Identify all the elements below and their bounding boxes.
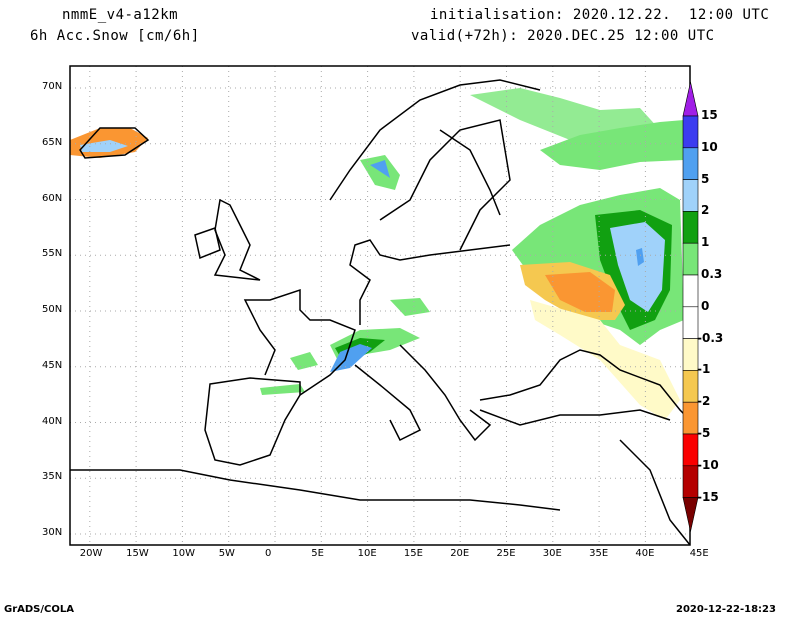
colorbar-label: 15 [701,108,718,122]
colorbar-label: 2 [701,203,710,218]
colorbar-swatch [682,370,699,403]
colorbar-label: 10 [701,139,718,154]
valid-time: valid(+72h): 2020.DEC.25 12:00 UTC [411,28,715,44]
model-name: nmmE_v4-a12km [62,7,179,23]
colorbar-swatch [682,211,699,244]
colorbar-swatch [682,338,699,371]
lat-tick-label: 45N [42,359,63,371]
lat-tick-label: 50N [42,304,63,315]
lat-tick-label: 55N [42,248,63,260]
colorbar-swatch [682,497,699,532]
lon-tick-label: 20W [79,548,103,559]
lon-tick-label: 35E [589,548,609,559]
colorbar-swatch [682,179,699,212]
lon-tick-label: 10E [357,548,377,559]
lon-tick-label: 5E [311,548,324,559]
colorbar-swatch [682,115,699,149]
colorbar-swatch [682,465,699,498]
colorbar-swatch [682,242,699,276]
coastlines [70,79,691,546]
lon-tick-label: 25E [496,548,516,559]
colorbar-label: 5 [701,171,710,186]
lon-tick-label: 5W [218,548,235,559]
colorbar-label: 0.3 [701,267,723,281]
lat-tick-label: 40N [42,415,63,427]
colorbar-label: 0 [701,298,710,313]
colorbar-label: -15 [697,489,719,504]
colorbar-swatch [682,306,699,339]
lon-tick-label: 40E [635,548,655,559]
colorbar [682,81,699,532]
lat-tick-label: 35N [42,471,63,483]
lon-tick-label: 15W [126,548,149,559]
variable-title: 6h Acc.Snow [cm/6h] [30,28,200,44]
colorbar-label: -10 [697,457,719,472]
lat-tick-label: 70N [42,81,63,92]
lon-tick-label: 15E [403,548,423,559]
colorbar-swatch [682,81,699,117]
colorbar-label: -2 [697,394,711,409]
snow-field [70,88,684,420]
colorbar-swatch [682,401,699,435]
lat-tick-label: 30N [42,527,63,538]
colorbar-swatch [682,274,699,308]
lon-tick-label: 20E [450,548,470,559]
colorbar-swatch [682,147,699,180]
colorbar-label: -1 [697,362,711,377]
lon-tick-label: 10W [172,548,196,559]
colorbar-label: -0.3 [697,330,724,345]
lon-tick-label: 0 [265,548,272,559]
colorbar-swatch [682,433,699,467]
init-time: initialisation: 2020.12.22. 12:00 UTC [430,7,770,23]
lat-tick-label: 65N [42,136,63,148]
footer-software: GrADS/COLA [4,604,74,615]
footer-timestamp: 2020-12-22-18:23 [676,604,776,615]
colorbar-label: -5 [697,426,711,440]
lon-tick-label: 45E [689,548,709,559]
lat-tick-label: 60N [42,192,63,204]
lon-tick-label: 30E [542,548,562,559]
colorbar-label: 1 [701,235,710,250]
